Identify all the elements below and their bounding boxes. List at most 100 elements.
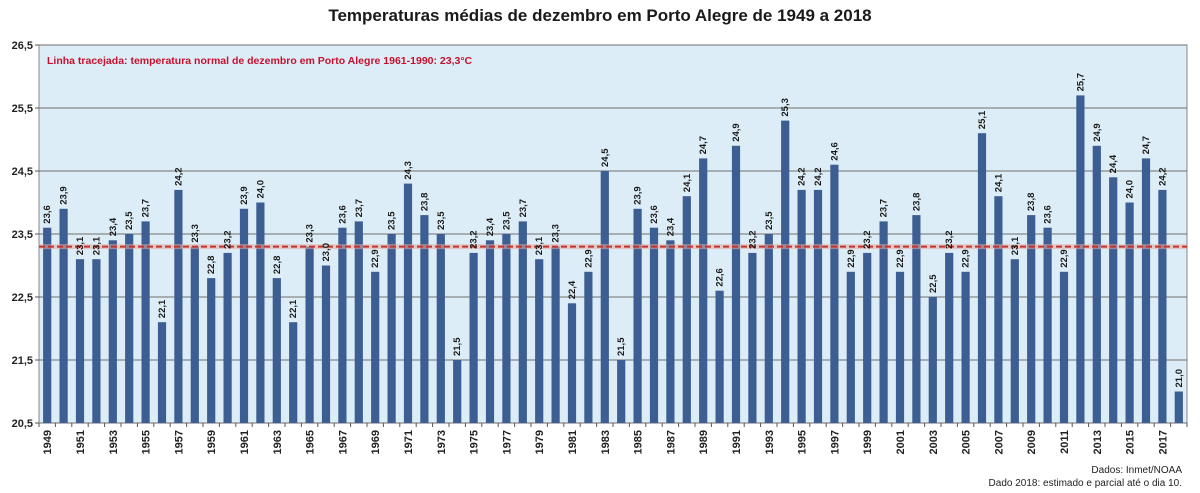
bar-value-label: 23,6 <box>649 205 660 224</box>
bar <box>256 202 265 423</box>
x-tick-label: 1963 <box>272 430 284 454</box>
bar-value-label: 22,6 <box>715 268 726 287</box>
bar <box>1027 215 1036 423</box>
bar-value-label: 22,9 <box>1059 249 1070 268</box>
bar-value-label: 23,1 <box>75 236 86 255</box>
bar-value-label: 24,0 <box>255 180 266 199</box>
bar-value-label: 22,8 <box>272 256 283 275</box>
bar-value-label: 23,0 <box>321 243 332 262</box>
bar-value-label: 23,7 <box>141 199 152 218</box>
bar <box>1043 227 1052 423</box>
bar <box>338 227 347 423</box>
bar <box>994 196 1003 423</box>
bar <box>453 360 462 423</box>
bar <box>125 234 134 423</box>
x-tick-label: 1957 <box>173 430 185 454</box>
bar <box>223 252 232 423</box>
bar <box>895 271 905 423</box>
bar-value-label: 23,5 <box>124 211 135 230</box>
x-tick-label: 2003 <box>928 430 940 454</box>
x-tick-label: 1955 <box>141 430 153 454</box>
bar <box>354 221 363 423</box>
bar <box>1109 177 1118 423</box>
y-tick-label: 20,5 <box>12 418 33 430</box>
x-tick-label: 1951 <box>75 430 87 454</box>
bar <box>502 234 511 423</box>
y-axis-ticks: 20,5 21,5 22,5 23,5 24,5 25,5 26,5 <box>12 40 39 430</box>
x-tick-label: 1999 <box>862 430 874 454</box>
bar-value-label: 22,9 <box>895 249 906 268</box>
bar <box>813 189 823 423</box>
bar-value-label: 25,1 <box>977 110 988 129</box>
bar <box>928 297 937 423</box>
bar <box>75 259 85 423</box>
y-tick-label: 21,5 <box>12 355 33 367</box>
bar-value-label: 24,7 <box>1141 136 1152 155</box>
bar <box>403 183 413 423</box>
x-tick-label: 2011 <box>1059 430 1071 454</box>
value-labels: 23,6 23,9 23,1 23,1 23,4 23,5 23,7 22,1 24,2 23,3… <box>42 73 1185 388</box>
x-tick-label: 1973 <box>436 430 448 454</box>
bar <box>1141 158 1151 423</box>
x-tick-label: 1977 <box>501 430 513 454</box>
source-note: Dados: Inmet/NOAA <box>1091 465 1182 476</box>
bar <box>912 215 921 423</box>
bar <box>157 322 167 423</box>
reference-annotation: Linha tracejada: temperatura normal de d… <box>47 55 473 67</box>
bar-value-label: 23,1 <box>1010 236 1021 255</box>
bar <box>633 208 642 423</box>
bar <box>879 221 888 423</box>
bar-value-label: 21,5 <box>616 337 627 356</box>
bar-value-label: 23,9 <box>633 186 644 205</box>
bar <box>1158 189 1167 423</box>
chart-title: Temperaturas médias de dezembro em Porto… <box>328 6 872 25</box>
bar-value-label: 23,2 <box>862 230 873 249</box>
bar <box>600 171 609 423</box>
bar-value-label: 23,6 <box>42 205 53 224</box>
bar-value-label: 23,1 <box>534 236 545 255</box>
bar <box>830 164 839 423</box>
bar-value-label: 23,6 <box>1043 205 1054 224</box>
bar-value-label: 22,4 <box>567 280 578 299</box>
bar <box>190 246 199 423</box>
bar <box>797 189 806 423</box>
bar <box>518 221 527 423</box>
bar <box>174 189 183 423</box>
x-tick-label: 2015 <box>1125 430 1137 454</box>
bar <box>321 265 331 423</box>
bar <box>584 271 593 423</box>
x-tick-label: 2013 <box>1092 430 1104 454</box>
x-tick-label: 2007 <box>993 430 1005 454</box>
bar <box>682 196 691 423</box>
x-tick-label: 1995 <box>797 430 809 454</box>
y-tick-label: 26,5 <box>12 40 33 52</box>
x-tick-label: 1967 <box>337 430 349 454</box>
bar <box>485 240 495 423</box>
x-tick-label: 1979 <box>534 430 546 454</box>
x-tick-label: 1959 <box>206 430 218 454</box>
bar-value-label: 23,4 <box>665 217 676 236</box>
bar <box>108 240 117 423</box>
bar-value-label: 22,9 <box>370 249 381 268</box>
bar <box>1174 391 1183 423</box>
bar <box>945 252 954 423</box>
bar-value-label: 23,2 <box>223 230 234 249</box>
bar-value-label: 23,5 <box>387 211 398 230</box>
bar <box>371 271 380 423</box>
bar <box>387 234 396 423</box>
bar-value-label: 25,3 <box>780 98 791 117</box>
bar <box>1125 202 1134 423</box>
bar <box>961 271 970 423</box>
bar <box>567 303 577 423</box>
bar-value-label: 24,1 <box>993 173 1004 192</box>
bar-value-label: 23,1 <box>91 236 102 255</box>
x-axis-ticks: 1949 1951 1953 1955 1957 1959 1961 1963 1965 1967… <box>38 423 1188 454</box>
bar-value-label: 24,2 <box>1157 167 1168 186</box>
bar-value-label: 23,2 <box>944 230 955 249</box>
bar-value-label: 23,2 <box>469 230 480 249</box>
x-tick-label: 1983 <box>600 430 612 454</box>
x-tick-label: 1985 <box>633 430 645 454</box>
bar-value-label: 24,7 <box>698 136 709 155</box>
bar-value-label: 22,8 <box>206 256 217 275</box>
